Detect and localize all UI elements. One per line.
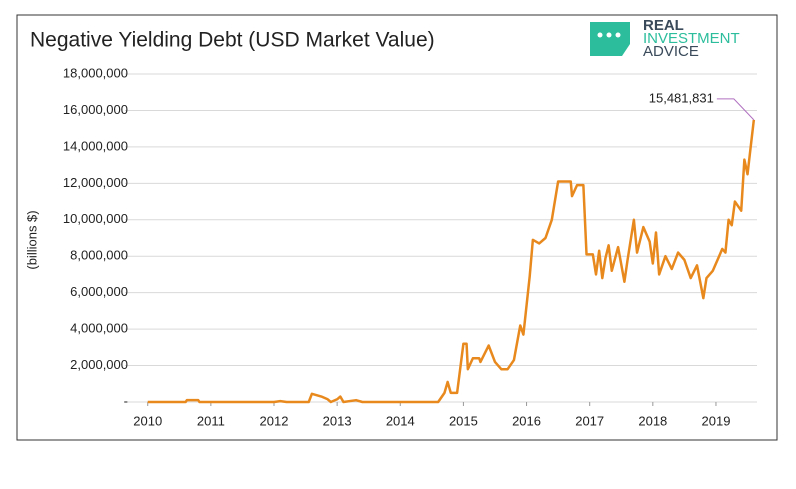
line — [147, 119, 756, 404]
logo-text: INVESTMENT — [643, 30, 740, 47]
x-tick-label: 2019 — [702, 413, 731, 428]
y-tick-label: 10,000,000 — [63, 211, 128, 226]
logo: REAL INVESTMENT ADVICE — [590, 17, 740, 60]
x-tick-label: 2017 — [575, 413, 604, 428]
chart-frame — [16, 14, 778, 441]
logo-dot — [597, 32, 603, 38]
y-tick-label: 4,000,000 — [70, 321, 128, 336]
x-tick-label: 2013 — [323, 413, 352, 428]
y-axis-label: (billions $) — [24, 210, 39, 269]
chart-title: Negative Yielding Debt (USD Market Value… — [30, 29, 435, 52]
logo-text: ADVICE — [643, 43, 699, 60]
x-tick-label: 2015 — [449, 413, 478, 428]
y-tick-label: 8,000,000 — [70, 248, 128, 263]
x-tick-label: 2010 — [133, 413, 162, 428]
x-tick-label: 2018 — [638, 413, 667, 428]
y-tick-label: 2,000,000 — [70, 357, 128, 372]
data-label: 15,481,831 — [649, 90, 714, 105]
logo-dot — [606, 32, 612, 38]
x-tick-label: 2011 — [197, 413, 225, 428]
x-tick-label: 2016 — [512, 413, 541, 428]
logo-text: REAL — [643, 17, 684, 34]
y-tick-label: 16,000,000 — [63, 102, 128, 117]
y-tick-label: 18,000,000 — [63, 65, 128, 80]
y-tick-label: - — [124, 393, 128, 408]
y-tick-label: 14,000,000 — [63, 138, 128, 153]
y-tick-label: 6,000,000 — [70, 284, 128, 299]
logo-dot — [615, 32, 621, 38]
x-tick-label: 2014 — [386, 413, 415, 428]
y-tick-label: 12,000,000 — [63, 175, 128, 190]
annotation-leader — [716, 98, 755, 121]
x-tick-label: 2012 — [260, 413, 289, 428]
logo-icon — [590, 22, 630, 56]
